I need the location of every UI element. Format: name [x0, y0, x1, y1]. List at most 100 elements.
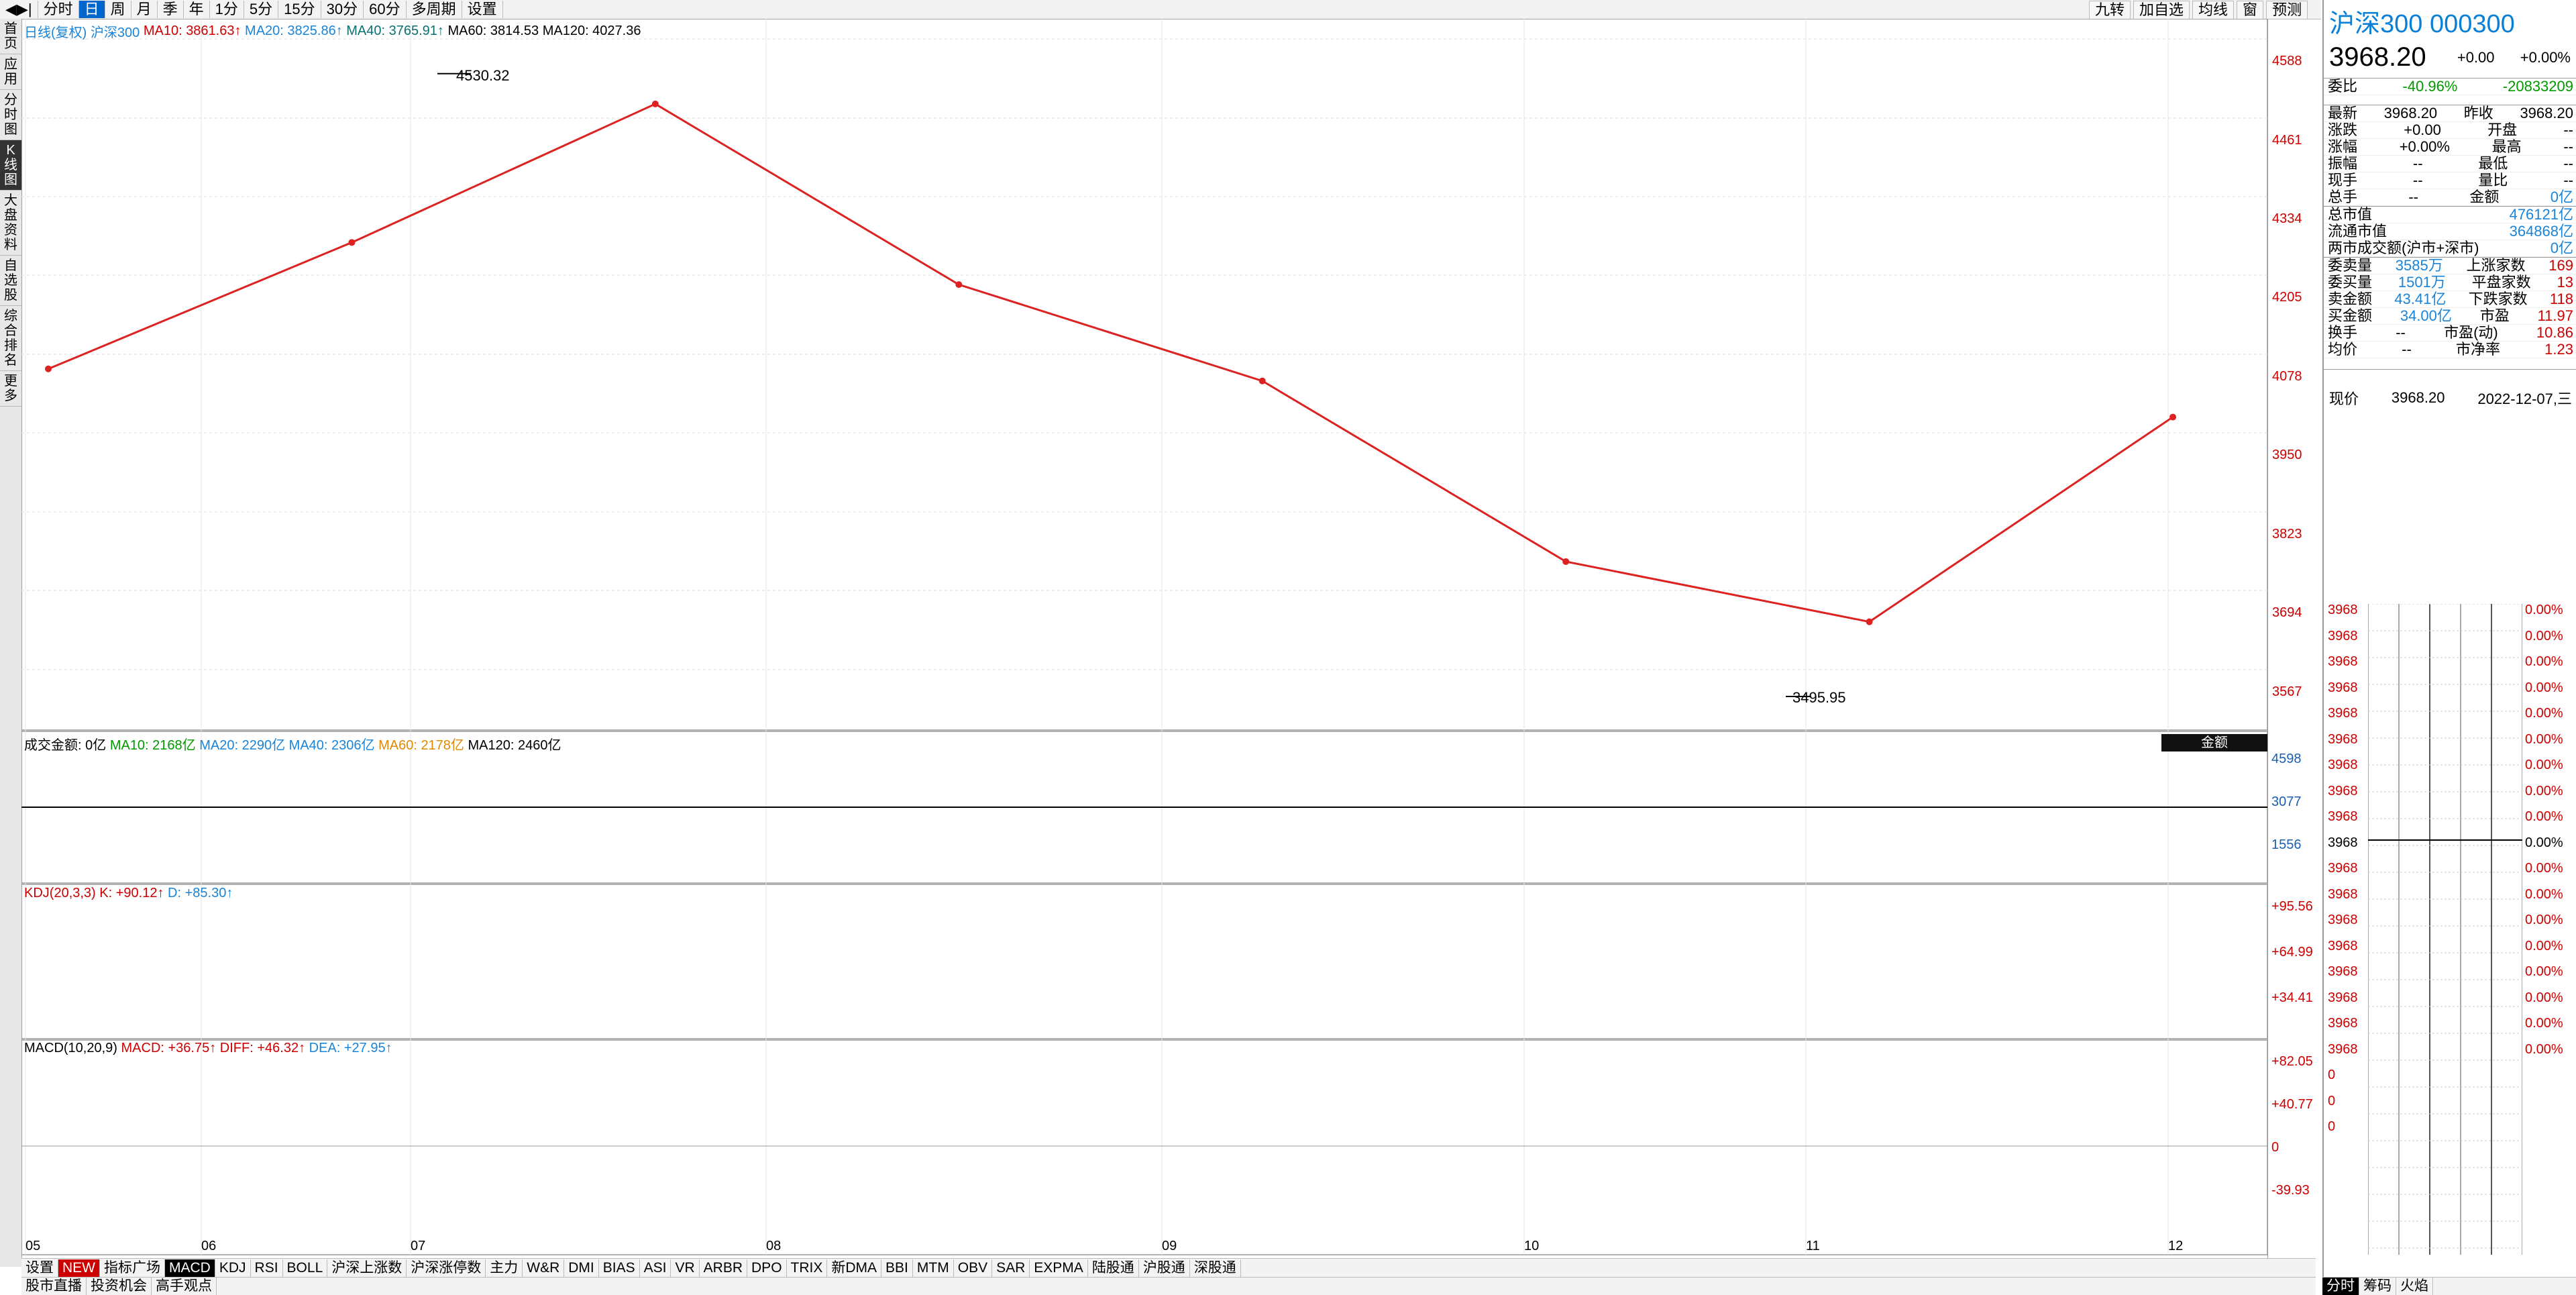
q1-cell-4-2: 量比 [2478, 172, 2508, 189]
q1-row-4: 现手 -- 量比 -- [2324, 172, 2576, 189]
indicator-tab-11[interactable]: DMI [564, 1259, 599, 1277]
indicator-tab-16[interactable]: DPO [747, 1259, 787, 1277]
low-marker-label: 3495.95 [1792, 689, 1846, 706]
indicator-tab-14[interactable]: VR [671, 1259, 700, 1277]
toolbar-button-2[interactable]: 日 [78, 1, 105, 18]
q1-cell-3-0: 振幅 [2328, 155, 2358, 172]
toolbar-button-12[interactable]: 多周期 [407, 1, 462, 18]
main-chart-header: 日线(复权) 沪深300 MA10: 3861.63↑ MA20: 3825.8… [24, 21, 641, 41]
indicator-tab-3[interactable]: MACD [165, 1259, 215, 1277]
date-axis: 05 06 07 08 09 10 11 12 [21, 1239, 2267, 1256]
indicator-tab-5[interactable]: RSI [251, 1259, 283, 1277]
indicator-tab-12[interactable]: BIAS [599, 1259, 640, 1277]
left-nav-item-4[interactable]: 大盘资料 [0, 191, 21, 256]
toolbar-right-button-2[interactable]: 均线 [2192, 1, 2235, 19]
toolbar-right-button-1[interactable]: 加自选 [2133, 1, 2190, 19]
left-nav-item-2[interactable]: 分时图 [0, 90, 21, 140]
indicator-tab-24[interactable]: 陆股通 [1088, 1259, 1139, 1277]
panel-frame-0 [21, 19, 2267, 731]
indicator-tab-13[interactable]: ASI [640, 1259, 672, 1277]
indicator-tab-7[interactable]: 沪深上涨数 [327, 1259, 407, 1277]
indicator-tab-4[interactable]: KDJ [215, 1259, 251, 1277]
grid-right-6: 0.00% [2525, 758, 2563, 772]
q1-row-3: 振幅 -- 最低 -- [2324, 156, 2576, 172]
quote-tab-2[interactable]: 火焰 [2396, 1278, 2433, 1295]
date-tick-3: 08 [766, 1239, 782, 1253]
indicator-tab-1[interactable]: NEW [58, 1259, 100, 1277]
indicator-tab-25[interactable]: 沪股通 [1139, 1259, 1190, 1277]
toolbar-button-9[interactable]: 15分 [278, 1, 321, 18]
toolbar-button-3[interactable]: 周 [105, 1, 131, 18]
toolbar-right-button-4[interactable]: 预测 [2266, 1, 2308, 19]
toolbar-right-button-3[interactable]: 窗 [2237, 1, 2264, 19]
q2-cell-5-1: -- [2402, 341, 2412, 358]
left-nav-item-0[interactable]: 首页 [0, 19, 21, 54]
toolbar-button-8[interactable]: 5分 [244, 1, 279, 18]
indicator-tab-21[interactable]: OBV [954, 1259, 993, 1277]
indicator-tab-20[interactable]: MTM [913, 1259, 954, 1277]
kdj-title: KDJ(20,3,3) [24, 886, 96, 900]
bottom-link-1[interactable]: 投资机会 [87, 1278, 152, 1295]
q1-cell-0-3: 3968.20 [2520, 105, 2573, 121]
grid-right-14: 0.00% [2525, 964, 2563, 979]
panel-frame-3 [21, 1039, 2267, 1255]
grid-right-0: 0.00% [2525, 603, 2563, 617]
q2-cell-4-0: 换手 [2328, 324, 2358, 341]
indicator-tab-23[interactable]: EXPMA [1030, 1259, 1088, 1277]
date-tick-1: 06 [201, 1239, 217, 1253]
q2-cell-1-3: 13 [2557, 274, 2573, 291]
q1-cell-2-2: 最高 [2491, 138, 2522, 155]
toolbar-right-button-0[interactable]: 九转 [2089, 1, 2131, 19]
indicator-tab-8[interactable]: 沪深涨停数 [407, 1259, 486, 1277]
price-tick-6: 3823 [2272, 527, 2302, 541]
grid-left-3: 3968 [2328, 680, 2358, 695]
toolbar-button-0[interactable]: ◀▶| [0, 1, 38, 18]
left-nav-item-3[interactable]: K线图 [0, 140, 21, 191]
indicator-tab-26[interactable]: 深股通 [1190, 1259, 1241, 1277]
indicator-tab-19[interactable]: BBI [881, 1259, 913, 1277]
grid-left-10: 3968 [2328, 861, 2358, 876]
q2-cell-1-2: 平盘家数 [2471, 274, 2531, 291]
bottom-link-2[interactable]: 高手观点 [152, 1278, 217, 1295]
toolbar-button-7[interactable]: 1分 [210, 1, 244, 18]
q1-cell-0-2: 昨收 [2463, 105, 2493, 121]
toolbar-button-6[interactable]: 年 [184, 1, 210, 18]
toolbar-button-13[interactable]: 设置 [462, 1, 503, 18]
quote-tab-1[interactable]: 筹码 [2359, 1278, 2396, 1295]
mcap-label-2: 两市成交额(沪市+深市) [2328, 240, 2479, 256]
grid-right-16: 0.00% [2525, 1016, 2563, 1031]
grid-left-19: 0 [2328, 1093, 2336, 1108]
q2-cell-0-0: 委卖量 [2328, 257, 2373, 274]
indicator-tab-22[interactable]: SAR [992, 1259, 1030, 1277]
price-tick-4: 4078 [2272, 369, 2302, 384]
left-nav-item-7[interactable]: 更多 [0, 371, 21, 407]
indicator-tab-17[interactable]: TRIX [787, 1259, 828, 1277]
left-nav-item-6[interactable]: 综合排名 [0, 306, 21, 371]
indicator-tab-0[interactable]: 设置 [21, 1259, 58, 1277]
toolbar-button-10[interactable]: 30分 [321, 1, 364, 18]
toolbar-button-5[interactable]: 季 [158, 1, 184, 18]
q1-cell-4-3: -- [2563, 172, 2573, 189]
toolbar-button-11[interactable]: 60分 [364, 1, 407, 18]
toolbar-button-4[interactable]: 月 [131, 1, 158, 18]
q1-cell-3-2: 最低 [2478, 155, 2508, 172]
left-nav-item-1[interactable]: 应用 [0, 54, 21, 90]
indicator-tab-18[interactable]: 新DMA [827, 1259, 882, 1277]
left-nav-item-5[interactable]: 自选股 [0, 256, 21, 306]
toolbar-button-1[interactable]: 分时 [38, 1, 79, 18]
indicator-tab-15[interactable]: ARBR [700, 1259, 748, 1277]
q1-cell-3-3: -- [2563, 155, 2573, 172]
q1-cell-1-0: 涨跌 [2328, 121, 2358, 138]
price-line [48, 103, 2174, 623]
q2-cell-1-1: 1501万 [2398, 274, 2446, 291]
quote-tab-0[interactable]: 分时 [2322, 1278, 2359, 1295]
q1-cell-1-1: +0.00 [2404, 121, 2441, 138]
bottom-link-0[interactable]: 股市直播 [21, 1278, 87, 1295]
indicator-tab-2[interactable]: 指标广场 [100, 1259, 165, 1277]
volume-mode-badge[interactable]: 金额 [2161, 734, 2267, 752]
chart-canvas[interactable] [21, 19, 2267, 1258]
indicator-tab-6[interactable]: BOLL [283, 1259, 328, 1277]
indicator-tab-10[interactable]: W&R [523, 1259, 565, 1277]
indicator-tab-9[interactable]: 主力 [486, 1259, 523, 1277]
q1-cell-5-1: -- [2408, 189, 2419, 205]
